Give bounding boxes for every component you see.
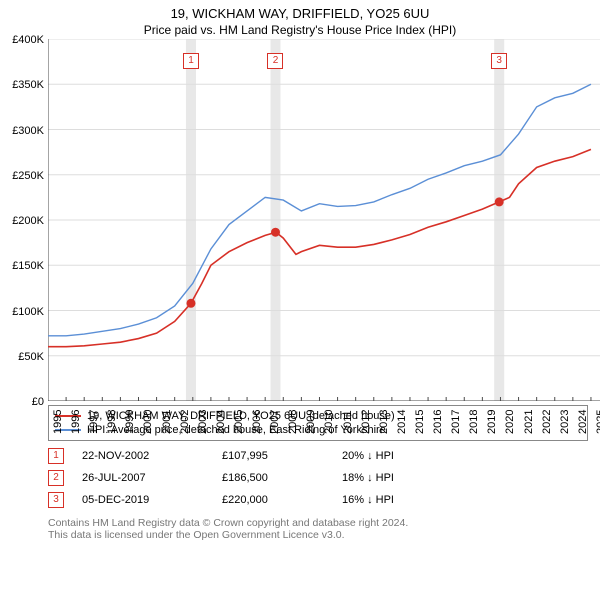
x-tick-label: 1998	[106, 410, 118, 434]
event-price: £107,995	[222, 450, 342, 462]
event-marker-box: 2	[48, 470, 64, 486]
x-tick-label: 1996	[70, 410, 82, 434]
x-tick-label: 2019	[486, 410, 498, 434]
x-tick-label: 2006	[251, 410, 263, 434]
x-tick-label: 2001	[161, 410, 173, 434]
x-tick-label: 2007	[269, 410, 281, 434]
x-tick-label: 2014	[396, 410, 408, 434]
chart-subtitle: Price paid vs. HM Land Registry's House …	[0, 21, 600, 39]
event-row: 2 26-JUL-2007£186,50018% ↓ HPI	[48, 467, 588, 489]
x-tick-label: 2025	[595, 410, 600, 434]
y-tick-label: £200K	[0, 215, 44, 227]
x-tick-label: 1997	[88, 410, 100, 434]
x-tick-label: 2010	[323, 410, 335, 434]
y-tick-label: £350K	[0, 79, 44, 91]
sale-marker-box: 1	[183, 53, 199, 69]
y-tick-label: £50K	[0, 351, 44, 363]
sale-marker-box: 3	[491, 53, 507, 69]
sale-events: 1 22-NOV-2002£107,99520% ↓ HPI 2 26-JUL-200…	[48, 445, 588, 511]
x-tick-label: 2009	[305, 410, 317, 434]
x-tick-label: 1995	[52, 410, 64, 434]
event-delta: 18% ↓ HPI	[342, 472, 394, 484]
x-tick-label: 2004	[215, 410, 227, 434]
x-tick-label: 2002	[179, 410, 191, 434]
x-tick-label: 2012	[360, 410, 372, 434]
footer-line: This data is licensed under the Open Gov…	[48, 529, 588, 541]
x-tick-label: 2024	[577, 410, 589, 434]
y-tick-label: £400K	[0, 34, 44, 46]
x-tick-label: 2022	[541, 410, 553, 434]
event-price: £220,000	[222, 494, 342, 506]
chart-title: 19, WICKHAM WAY, DRIFFIELD, YO25 6UU	[0, 0, 600, 21]
y-tick-label: £250K	[0, 170, 44, 182]
x-tick-label: 2003	[197, 410, 209, 434]
x-tick-label: 2020	[504, 410, 516, 434]
x-tick-label: 2011	[342, 410, 354, 434]
sale-marker-box: 2	[267, 53, 283, 69]
x-tick-label: 2000	[142, 410, 154, 434]
x-tick-label: 2013	[378, 410, 390, 434]
y-tick-label: £150K	[0, 260, 44, 272]
event-delta: 20% ↓ HPI	[342, 450, 394, 462]
event-marker-box: 1	[48, 448, 64, 464]
event-marker-box: 3	[48, 492, 64, 508]
x-tick-label: 2016	[432, 410, 444, 434]
x-tick-label: 2008	[287, 410, 299, 434]
event-date: 26-JUL-2007	[82, 472, 222, 484]
y-tick-label: £0	[0, 396, 44, 408]
event-row: 3 05-DEC-2019£220,00016% ↓ HPI	[48, 489, 588, 511]
y-tick-label: £300K	[0, 125, 44, 137]
chart-area: 1 2 3	[48, 39, 600, 401]
event-date: 05-DEC-2019	[82, 494, 222, 506]
event-date: 22-NOV-2002	[82, 450, 222, 462]
x-tick-label: 2015	[414, 410, 426, 434]
figure: 19, WICKHAM WAY, DRIFFIELD, YO25 6UU Pri…	[0, 0, 600, 590]
event-price: £186,500	[222, 472, 342, 484]
x-tick-label: 2018	[468, 410, 480, 434]
x-tick-label: 1999	[124, 410, 136, 434]
x-tick-label: 2023	[559, 410, 571, 434]
footer: Contains HM Land Registry data © Crown c…	[48, 517, 588, 541]
chart-svg	[48, 39, 600, 401]
event-row: 1 22-NOV-2002£107,99520% ↓ HPI	[48, 445, 588, 467]
x-tick-label: 2005	[233, 410, 245, 434]
event-delta: 16% ↓ HPI	[342, 494, 394, 506]
x-tick-label: 2021	[523, 410, 535, 434]
y-tick-label: £100K	[0, 306, 44, 318]
x-tick-label: 2017	[450, 410, 462, 434]
footer-line: Contains HM Land Registry data © Crown c…	[48, 517, 588, 529]
